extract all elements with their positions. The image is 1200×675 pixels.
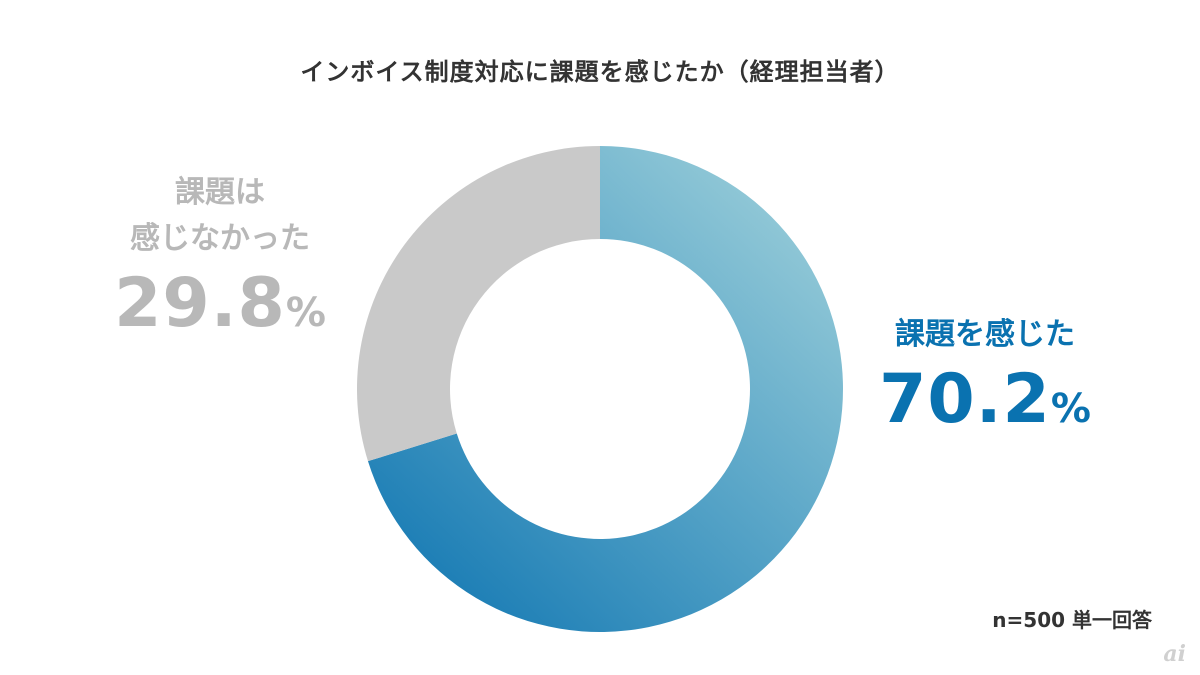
slice-value-no-issue-unit: % — [285, 290, 326, 336]
sample-footnote: n=500 単一回答 — [992, 608, 1152, 632]
slice-label-no-issue-line2: 感じなかった — [130, 221, 310, 256]
slice-value-felt-issue-number: 70.2 — [879, 360, 1051, 439]
ai-logo: ai — [1163, 641, 1186, 667]
slice-label-no-issue: 課題は 感じなかった 29.8% — [100, 170, 340, 361]
slice-value-felt-issue: 70.2% — [860, 360, 1110, 457]
slice-value-no-issue-number: 29.8 — [114, 264, 286, 343]
chart-title: インボイス制度対応に課題を感じたか（経理担当者） — [300, 58, 900, 86]
slice-value-felt-issue-unit: % — [1050, 386, 1091, 432]
slice-value-no-issue: 29.8% — [100, 264, 340, 361]
slice-label-no-issue-line1: 課題は — [175, 175, 265, 210]
slice-label-felt-issue: 課題を感じた 70.2% — [860, 312, 1110, 457]
donut-slice-felt-issue — [367, 146, 844, 632]
donut-slice-no-issue — [357, 146, 600, 462]
slice-label-felt-issue-line1: 課題を感じた — [895, 317, 1075, 352]
